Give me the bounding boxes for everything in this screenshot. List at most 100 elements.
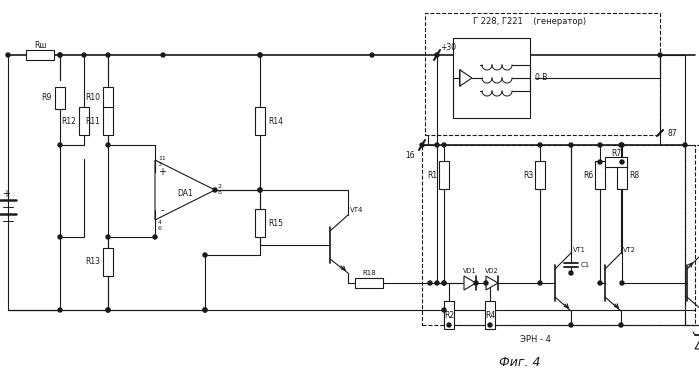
Polygon shape — [460, 70, 472, 86]
Text: 0 В: 0 В — [535, 73, 547, 82]
Text: R9: R9 — [42, 93, 52, 102]
Text: DA1: DA1 — [177, 189, 193, 197]
Circle shape — [82, 53, 86, 57]
Bar — [26, 50, 54, 60]
Text: R12: R12 — [61, 116, 76, 125]
Bar — [617, 161, 627, 189]
Circle shape — [620, 160, 624, 164]
Circle shape — [488, 323, 492, 327]
Circle shape — [442, 143, 446, 147]
Text: VD1: VD1 — [463, 268, 477, 274]
Text: 6: 6 — [158, 226, 162, 231]
Bar — [535, 161, 545, 189]
Bar — [425, 13, 660, 135]
Text: +30: +30 — [440, 42, 456, 51]
Polygon shape — [464, 276, 476, 290]
Text: R1: R1 — [427, 170, 437, 180]
Text: VT2: VT2 — [623, 247, 636, 253]
Circle shape — [203, 253, 207, 257]
Circle shape — [683, 143, 687, 147]
Text: C1: C1 — [581, 262, 590, 268]
Text: R2: R2 — [444, 310, 454, 319]
Circle shape — [538, 281, 542, 285]
Text: 16: 16 — [405, 150, 415, 160]
Bar — [355, 278, 383, 288]
Circle shape — [58, 53, 62, 57]
Circle shape — [620, 281, 624, 285]
Text: 2: 2 — [218, 184, 222, 189]
Text: Rш: Rш — [34, 40, 46, 50]
Text: R3: R3 — [523, 170, 533, 180]
Bar — [444, 301, 454, 329]
Text: ЭРН - 4: ЭРН - 4 — [519, 336, 550, 344]
Circle shape — [106, 235, 110, 239]
Bar — [439, 161, 449, 189]
Circle shape — [258, 188, 262, 192]
Bar — [79, 107, 89, 135]
Text: R15: R15 — [268, 218, 283, 228]
Text: VD2: VD2 — [485, 268, 499, 274]
Text: R14: R14 — [268, 116, 283, 125]
Text: 87: 87 — [668, 129, 677, 138]
Bar — [453, 38, 530, 118]
Circle shape — [619, 143, 623, 147]
Circle shape — [484, 281, 488, 285]
Circle shape — [435, 281, 439, 285]
Circle shape — [106, 53, 110, 57]
Circle shape — [161, 53, 165, 57]
Bar — [103, 87, 113, 109]
Circle shape — [447, 323, 451, 327]
Circle shape — [58, 53, 62, 57]
Circle shape — [370, 53, 374, 57]
Circle shape — [6, 53, 10, 57]
Bar — [103, 107, 113, 135]
Bar — [485, 301, 495, 329]
Bar — [255, 107, 265, 135]
Circle shape — [569, 143, 573, 147]
Bar — [255, 209, 265, 237]
Circle shape — [619, 323, 623, 327]
Circle shape — [442, 281, 446, 285]
Text: +: + — [158, 167, 166, 177]
Circle shape — [420, 143, 424, 147]
Circle shape — [258, 53, 262, 57]
Circle shape — [598, 160, 602, 164]
Circle shape — [598, 281, 602, 285]
Circle shape — [58, 308, 62, 312]
Text: VT1: VT1 — [573, 247, 586, 253]
Text: VT4: VT4 — [350, 207, 363, 213]
Text: R11: R11 — [85, 116, 100, 125]
Bar — [422, 145, 685, 325]
Text: -: - — [160, 205, 164, 215]
Text: 3: 3 — [158, 163, 162, 167]
Circle shape — [106, 143, 110, 147]
Polygon shape — [486, 276, 498, 290]
Circle shape — [435, 143, 439, 147]
Text: +: + — [2, 189, 10, 199]
Circle shape — [258, 188, 262, 192]
Circle shape — [598, 143, 602, 147]
Circle shape — [442, 281, 446, 285]
Text: 8: 8 — [218, 191, 222, 195]
Circle shape — [258, 53, 262, 57]
Text: 11: 11 — [158, 155, 166, 161]
Text: R10: R10 — [85, 93, 100, 102]
Text: 4: 4 — [158, 220, 162, 225]
Text: R13: R13 — [85, 257, 100, 266]
Polygon shape — [695, 335, 699, 349]
Circle shape — [58, 235, 62, 239]
Circle shape — [106, 308, 110, 312]
Bar — [685, 145, 695, 325]
Bar — [605, 157, 627, 167]
Circle shape — [620, 143, 624, 147]
Circle shape — [658, 53, 662, 57]
Circle shape — [203, 308, 207, 312]
Circle shape — [213, 188, 217, 192]
Bar — [55, 87, 65, 109]
Bar — [103, 248, 113, 276]
Text: Г 228, Г221    (генератор): Г 228, Г221 (генератор) — [473, 17, 586, 26]
Circle shape — [569, 271, 573, 275]
Text: R6: R6 — [583, 170, 593, 180]
Text: R8: R8 — [629, 170, 639, 180]
Circle shape — [428, 281, 432, 285]
